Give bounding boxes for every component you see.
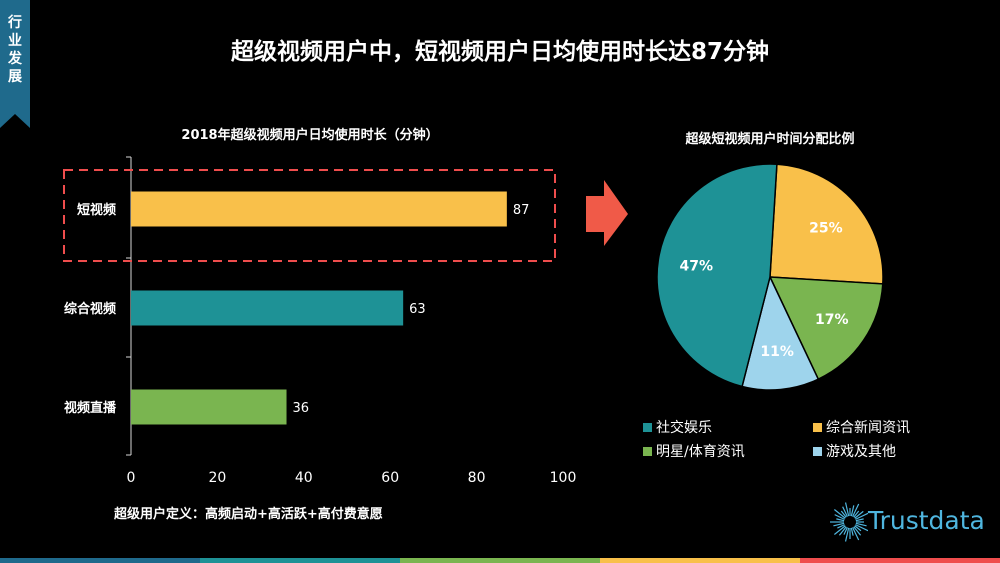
- legend-label: 游戏及其他: [826, 444, 896, 460]
- legend-swatch: [813, 446, 822, 456]
- legend-swatch: [813, 422, 822, 432]
- category-label: 短视频: [77, 202, 116, 218]
- pie-slice: [656, 163, 778, 388]
- bar-value-label: 87: [513, 203, 530, 218]
- category-label: 视频直播: [64, 400, 117, 416]
- legend-swatch: [643, 446, 652, 456]
- legend-item: 游戏及其他: [813, 441, 896, 461]
- category-label: 综合视频: [64, 301, 116, 317]
- legend-label: 综合新闻资讯: [826, 420, 910, 436]
- bottom-bar-segment: [600, 558, 800, 563]
- x-tick-label: 20: [208, 470, 226, 486]
- bottom-bar-segment: [0, 558, 200, 563]
- legend-label: 社交娱乐: [656, 420, 712, 436]
- section-tab: 行业发展: [0, 0, 30, 128]
- bar: [131, 389, 287, 425]
- bar-value-label: 63: [409, 302, 426, 317]
- bottom-bar-segment: [400, 558, 600, 563]
- legend-item: 综合新闻资讯: [813, 417, 910, 437]
- starburst-logo-icon: [830, 502, 869, 542]
- bar: [131, 290, 404, 326]
- x-tick-label: 60: [381, 470, 399, 486]
- bar: [131, 191, 507, 227]
- pie-slice: [769, 163, 884, 285]
- super-user-definition: 超级用户定义：高频启动+高活跃+高付费意愿: [114, 507, 383, 522]
- pie-slice-label: 11%: [760, 344, 794, 360]
- bottom-color-bar: [0, 558, 1000, 563]
- bottom-bar-segment: [200, 558, 400, 563]
- section-tab-label: 行业发展: [8, 15, 22, 85]
- pie-slice-label: 47%: [680, 258, 714, 274]
- x-tick-label: 80: [468, 470, 486, 486]
- legend-swatch: [643, 422, 652, 432]
- pie-slice: [768, 276, 884, 381]
- bar-value-label: 36: [293, 401, 310, 416]
- page-title: 超级视频用户中，短视频用户日均使用时长达87分钟: [230, 39, 769, 65]
- legend-item: 社交娱乐: [643, 417, 712, 437]
- legend-item: 明星/体育资讯: [643, 441, 745, 461]
- x-tick-label: 100: [550, 470, 577, 486]
- right-arrow-icon: [586, 180, 628, 246]
- trustdata-logo: Trustdata: [828, 496, 993, 546]
- logo-text: Trustdata: [868, 506, 985, 535]
- highlight-box: [63, 169, 556, 262]
- legend-label: 明星/体育资讯: [656, 444, 745, 460]
- pie-chart-title: 超级短视频用户时间分配比例: [685, 132, 855, 147]
- bottom-bar-segment: [800, 558, 1000, 563]
- pie-slice-label: 25%: [809, 221, 843, 237]
- pie-slice: [741, 274, 820, 391]
- pie-slice-label: 17%: [815, 312, 849, 328]
- bar-chart-title: 2018年超级视频用户日均使用时长（分钟）: [181, 128, 439, 143]
- x-tick-label: 0: [127, 470, 136, 486]
- x-tick-label: 40: [295, 470, 313, 486]
